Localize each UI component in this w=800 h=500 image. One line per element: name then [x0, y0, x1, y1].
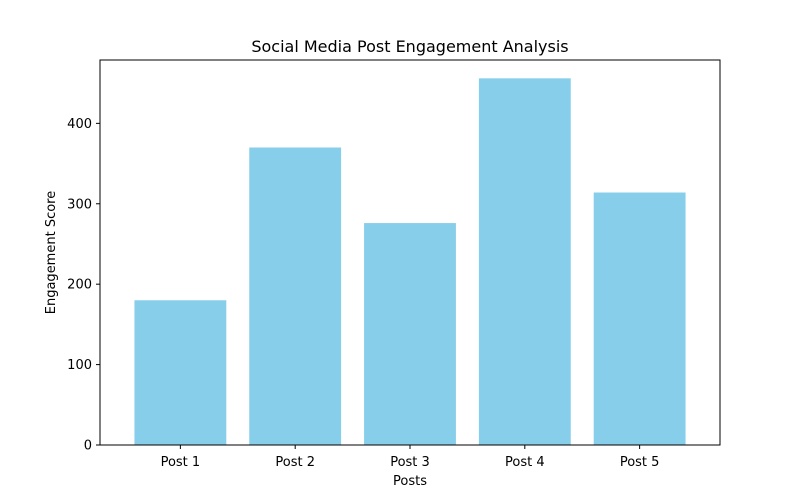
bar-post-2: [249, 147, 342, 445]
x-axis-ticks: Post 1 Post 2 Post 3 Post 4 Post 5: [161, 445, 660, 470]
y-tick-label: 400: [67, 117, 92, 132]
bars-group: [134, 78, 686, 445]
y-tick-label: 0: [84, 439, 92, 454]
x-tick-label: Post 2: [275, 455, 315, 470]
y-tick-label: 100: [67, 358, 92, 373]
bar-post-1: [134, 300, 227, 445]
chart-title: Social Media Post Engagement Analysis: [251, 37, 568, 56]
x-tick-label: Post 3: [390, 455, 430, 470]
plot-frame: [99, 59, 721, 446]
bar-post-3: [364, 223, 456, 445]
y-axis-label: Engagement Score: [44, 191, 59, 314]
x-axis-label: Posts: [393, 474, 427, 489]
x-tick-label: Post 1: [161, 455, 201, 470]
bar-post-4: [478, 78, 571, 445]
x-tick-label: Post 5: [620, 455, 660, 470]
x-tick-label: Post 4: [505, 455, 545, 470]
y-tick-label: 300: [67, 197, 92, 212]
y-axis-ticks: 0 100 200 300 400: [67, 117, 100, 454]
y-tick-label: 200: [67, 278, 92, 293]
bar-post-5: [593, 192, 686, 445]
